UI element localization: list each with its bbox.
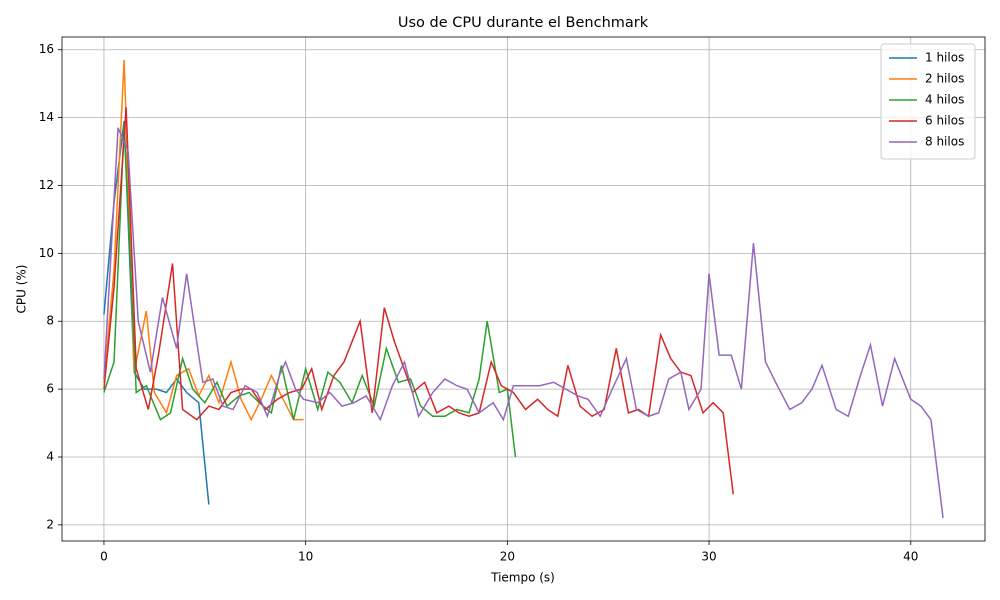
- data-line: [103, 107, 735, 495]
- y-axis-label: CPU (%): [15, 265, 29, 314]
- y-tick-label: 16: [39, 42, 54, 56]
- legend-label: 8 hilos: [925, 135, 964, 149]
- y-tick-label: 6: [46, 382, 54, 396]
- data-line: [103, 120, 210, 505]
- x-tick-label: 40: [903, 550, 918, 564]
- x-tick-label: 10: [298, 550, 313, 564]
- y-tick-label: 8: [46, 314, 54, 328]
- data-line: [103, 124, 517, 458]
- legend-label: 6 hilos: [925, 114, 964, 128]
- legend-label: 1 hilos: [925, 51, 964, 65]
- data-line: [103, 127, 944, 519]
- legend-label: 4 hilos: [925, 93, 964, 107]
- legend-box: [880, 43, 976, 160]
- y-tick-label: 10: [39, 246, 54, 260]
- legend-label: 2 hilos: [925, 72, 964, 86]
- x-axis-label: Tiempo (s): [490, 571, 555, 585]
- chart-title: Uso de CPU durante el Benchmark: [398, 15, 649, 31]
- x-tick-label: 0: [100, 550, 108, 564]
- plot-frame: [61, 36, 986, 542]
- x-tick-label: 20: [500, 550, 515, 564]
- y-tick-label: 14: [39, 110, 54, 124]
- y-tick-label: 4: [46, 450, 54, 464]
- y-tick-label: 12: [39, 178, 54, 192]
- x-tick-label: 30: [701, 550, 716, 564]
- y-tick-label: 2: [46, 517, 54, 531]
